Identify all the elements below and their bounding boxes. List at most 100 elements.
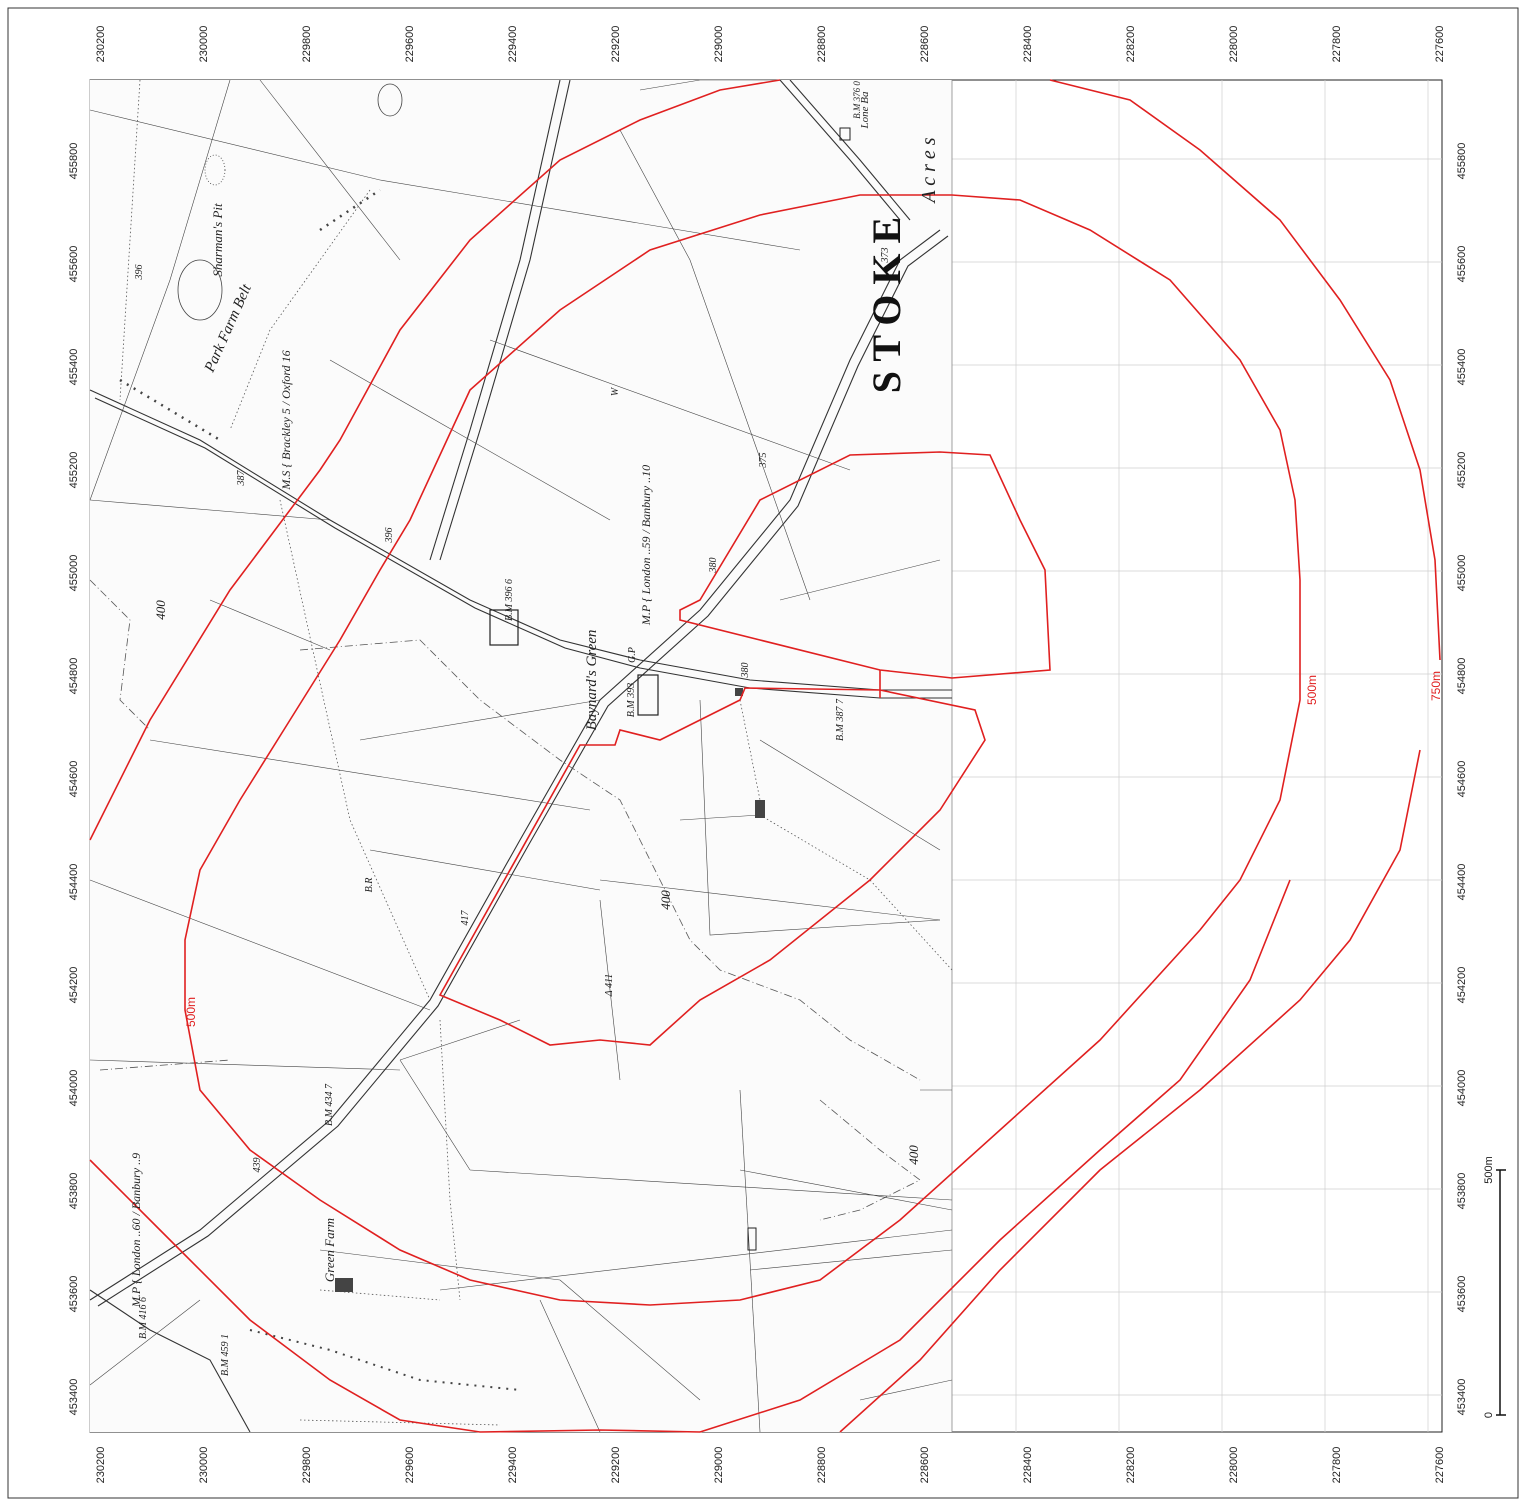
label-gp: G.P xyxy=(627,647,638,663)
spot-411: Δ 411 xyxy=(604,974,615,997)
buffer-250m xyxy=(184,194,1301,1306)
top-tick: 228800 xyxy=(816,26,828,63)
contour-400b: 400 xyxy=(658,890,673,910)
top-tick: 228600 xyxy=(919,26,931,63)
spot-396: 396 xyxy=(384,528,395,544)
spot-439: 439 xyxy=(252,1158,263,1173)
scale-bar-start: 0 xyxy=(1483,1412,1495,1418)
spot-396b: 396 xyxy=(134,265,145,281)
top-tick: 228200 xyxy=(1125,26,1137,63)
bottom-tick: 229600 xyxy=(404,1447,416,1484)
left-tick: 454600 xyxy=(68,761,80,798)
right-tick: 455000 xyxy=(1456,555,1468,592)
left-tick: 453600 xyxy=(68,1276,80,1313)
top-tick: 228400 xyxy=(1022,26,1034,63)
right-tick: 453800 xyxy=(1456,1173,1468,1210)
right-tick: 454000 xyxy=(1456,1070,1468,1107)
bottom-tick: 228800 xyxy=(816,1447,828,1484)
left-axis: 453400 453600 453800 454000 454200 45440… xyxy=(68,143,80,1416)
right-tick: 455200 xyxy=(1456,452,1468,489)
right-tick: 455800 xyxy=(1456,143,1468,180)
buffer-inner-low xyxy=(479,1429,701,1433)
spot-387: 387 xyxy=(236,470,247,487)
left-tick: 455800 xyxy=(68,143,80,180)
scale-bar-end: 500m xyxy=(1483,1156,1495,1184)
buffer-outer-right xyxy=(1049,79,1441,661)
top-axis: 230200 230000 229800 229600 229400 22920… xyxy=(95,26,1446,63)
top-tick: 229200 xyxy=(610,26,622,63)
annotation-bm-434-7: B.M 434 7 xyxy=(324,1083,335,1126)
left-tick: 455200 xyxy=(68,452,80,489)
right-tick: 455600 xyxy=(1456,246,1468,283)
left-tick: 453400 xyxy=(68,1379,80,1416)
annotation-bm-376: B.M 376 0 xyxy=(852,81,862,119)
label-acres: A c r e s xyxy=(918,137,940,204)
site-boundary xyxy=(438,687,986,1046)
bottom-tick: 228400 xyxy=(1022,1447,1034,1484)
right-tick: 454400 xyxy=(1456,864,1468,901)
bottom-tick: 228000 xyxy=(1228,1447,1240,1484)
left-tick: 455400 xyxy=(68,349,80,386)
scale-bar: 0 500m xyxy=(1483,1156,1506,1418)
right-tick: 453600 xyxy=(1456,1276,1468,1313)
left-tick: 455600 xyxy=(68,246,80,283)
top-tick: 229600 xyxy=(404,26,416,63)
bottom-tick: 229400 xyxy=(507,1447,519,1484)
bottom-tick: 230000 xyxy=(198,1447,210,1484)
bottom-tick: 229200 xyxy=(610,1447,622,1484)
left-tick: 454000 xyxy=(68,1070,80,1107)
bottom-tick: 229800 xyxy=(301,1447,313,1484)
buffer-mid-bottom xyxy=(699,879,1291,1433)
buffer-label-500m-left: 500m xyxy=(184,997,198,1027)
right-tick: 453400 xyxy=(1456,1379,1468,1416)
top-tick: 230200 xyxy=(95,26,107,63)
annotation-bm-416-6: B.M 416 6 xyxy=(138,1297,149,1339)
top-tick: 229800 xyxy=(301,26,313,63)
bottom-tick: 228600 xyxy=(919,1447,931,1484)
site-boundary-north xyxy=(679,451,1051,679)
label-stoke: S T O K E xyxy=(864,217,909,393)
annotation-ms-brackley-oxford: M.S { Brackley 5 / Oxford 16 xyxy=(279,350,293,490)
buffer-zones: 500m 750m 500m xyxy=(89,79,1443,1433)
spot-380: 380 xyxy=(708,558,719,574)
left-tick: 454400 xyxy=(68,864,80,901)
annotation-bm-393: B.M 393 xyxy=(626,683,637,717)
annotation-mp-london-banbury-1: M.P { London ..59 / Banbury ..10 xyxy=(639,465,653,626)
buffer-500m xyxy=(89,79,781,841)
annotation-mp-london-banbury-2: M.P { London ..60 / Banbury ..9 xyxy=(129,1153,143,1308)
left-tick: 454800 xyxy=(68,658,80,695)
top-tick: 227600 xyxy=(1434,26,1446,63)
right-tick: 455400 xyxy=(1456,349,1468,386)
spot-375: 375 xyxy=(758,453,769,469)
left-tick: 455000 xyxy=(68,555,80,592)
top-tick: 228000 xyxy=(1228,26,1240,63)
label-green-farm: Green Farm xyxy=(322,1218,337,1282)
right-tick: 454600 xyxy=(1456,761,1468,798)
spot-373: 373 xyxy=(880,248,891,264)
map-frame xyxy=(7,7,1519,1499)
bottom-tick: 230200 xyxy=(95,1447,107,1484)
bottom-tick: 229000 xyxy=(713,1447,725,1484)
top-tick: 229400 xyxy=(507,26,519,63)
bottom-tick: 227800 xyxy=(1331,1447,1343,1484)
annotation-bm-459-1: B.M 459 1 xyxy=(220,1334,231,1376)
contour-400c: 400 xyxy=(906,1145,921,1165)
spot-417: 417 xyxy=(460,910,471,926)
top-tick: 230000 xyxy=(198,26,210,63)
label-baynards-green: Baynard's Green xyxy=(584,630,600,731)
bottom-axis: 230200 230000 229800 229600 229400 22920… xyxy=(95,1447,1446,1484)
right-tick: 454800 xyxy=(1456,658,1468,695)
right-axis: 453400 453600 453800 454000 454200 45440… xyxy=(1456,143,1468,1416)
buffer-label-500m: 500m xyxy=(1305,675,1319,705)
bottom-tick: 227600 xyxy=(1434,1447,1446,1484)
buffer-outer-bottom xyxy=(839,749,1421,1433)
left-tick: 454200 xyxy=(68,967,80,1004)
top-tick: 229000 xyxy=(713,26,725,63)
label-br: B.R xyxy=(364,878,375,893)
buffer-750m xyxy=(89,1159,481,1433)
contour-400a: 400 xyxy=(153,600,168,620)
buffer-label-750m: 750m xyxy=(1429,671,1443,701)
annotation-bm-396-6: B.M 396 6 xyxy=(504,579,515,621)
label-lone-barn: Lone Ba xyxy=(859,91,871,129)
